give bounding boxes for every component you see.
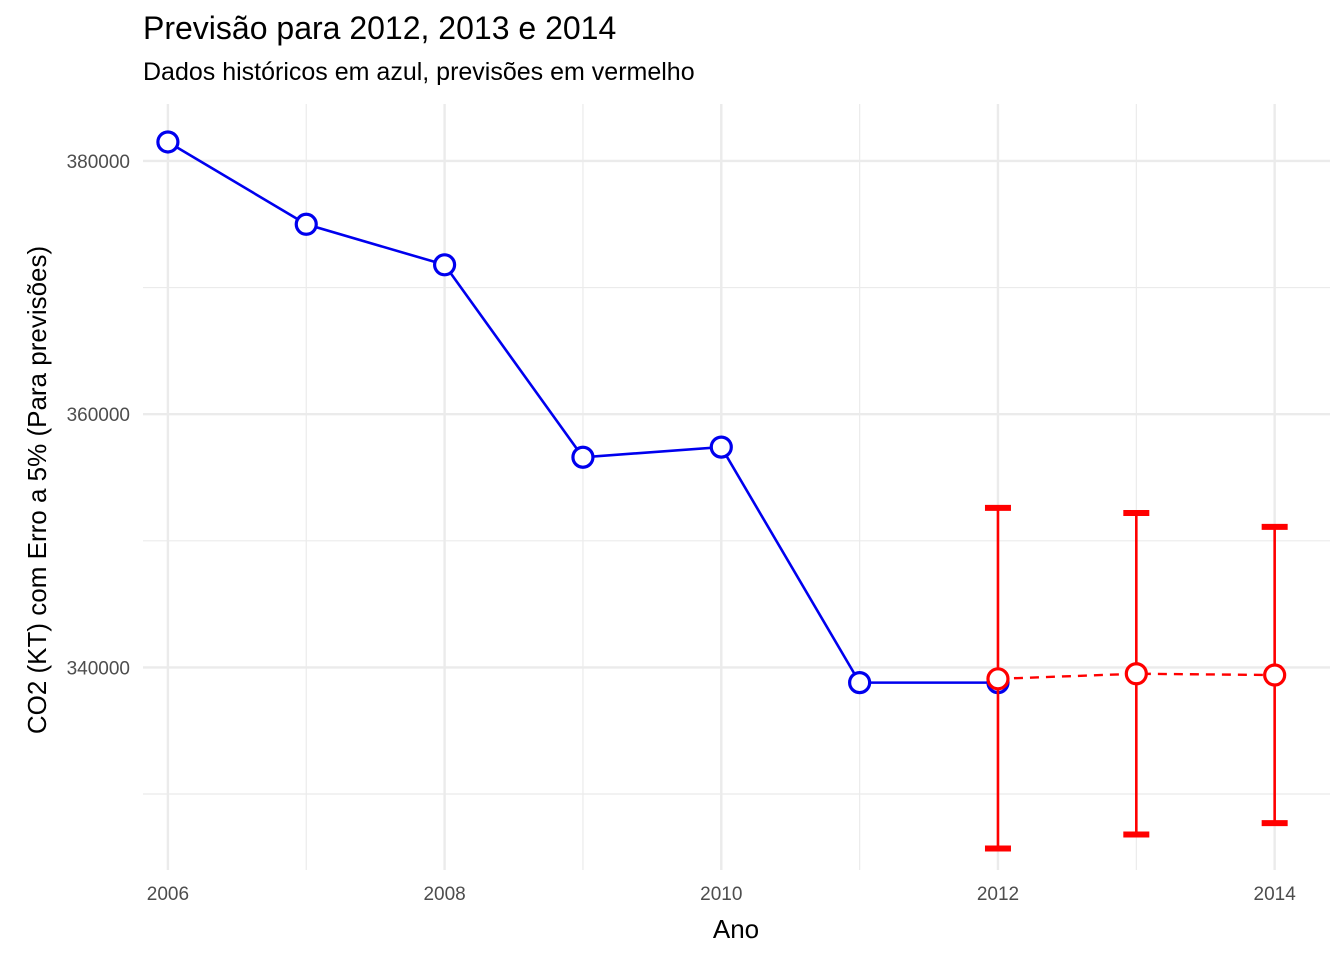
historical-point <box>709 435 733 459</box>
historical-point <box>432 253 457 277</box>
historical-point <box>156 130 180 154</box>
grid-lines <box>143 104 1330 870</box>
chart-subtitle: Dados históricos em azul, previsões em v… <box>143 58 695 86</box>
forecast-line <box>997 672 1275 681</box>
x-axis-title: Ano <box>713 914 759 944</box>
chart-title: Previsão para 2012, 2013 e 2014 <box>143 10 617 46</box>
y-tick-label: 360000 <box>67 405 130 426</box>
historical-point <box>294 212 318 236</box>
x-tick-label: 2006 <box>147 884 189 905</box>
x-tick-label: 2014 <box>1254 884 1297 905</box>
chart-marks <box>156 130 1288 852</box>
forecast-point <box>1124 662 1148 686</box>
y-tick-label: 340000 <box>67 658 130 679</box>
y-tick-label: 380000 <box>67 152 130 173</box>
forecast-point <box>1263 663 1287 687</box>
x-tick-label: 2012 <box>977 884 1019 905</box>
x-tick-label: 2008 <box>423 884 465 905</box>
x-tick-label: 2010 <box>700 884 742 905</box>
historical-point <box>848 671 872 695</box>
y-axis-title: CO2 (KT) com Erro a 5% (Para previsões) <box>22 246 52 734</box>
tick-labels: 2006 2008 2010 2012 2014 340000 360000 380000 <box>67 152 1297 905</box>
historical-point <box>571 445 595 469</box>
forecast-point <box>986 667 1010 691</box>
